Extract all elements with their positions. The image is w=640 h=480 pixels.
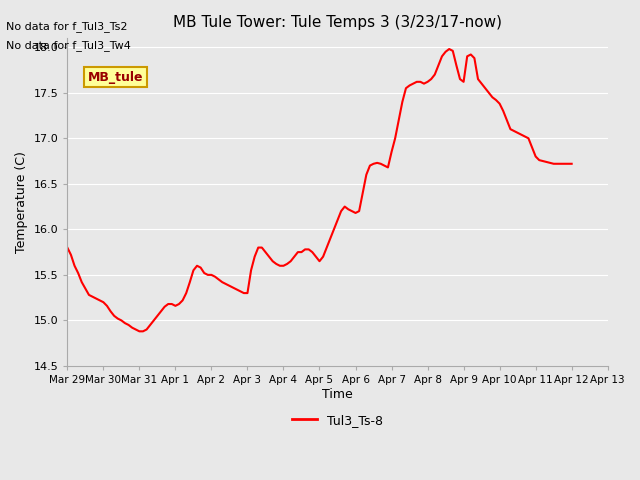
Legend: Tul3_Ts-8: Tul3_Ts-8 — [287, 409, 388, 432]
Y-axis label: Temperature (C): Temperature (C) — [15, 151, 28, 253]
X-axis label: Time: Time — [322, 388, 353, 401]
Text: No data for f_Tul3_Ts2: No data for f_Tul3_Ts2 — [6, 21, 128, 32]
Text: No data for f_Tul3_Tw4: No data for f_Tul3_Tw4 — [6, 40, 131, 51]
Text: MB_tule: MB_tule — [88, 71, 144, 84]
Title: MB Tule Tower: Tule Temps 3 (3/23/17-now): MB Tule Tower: Tule Temps 3 (3/23/17-now… — [173, 15, 502, 30]
